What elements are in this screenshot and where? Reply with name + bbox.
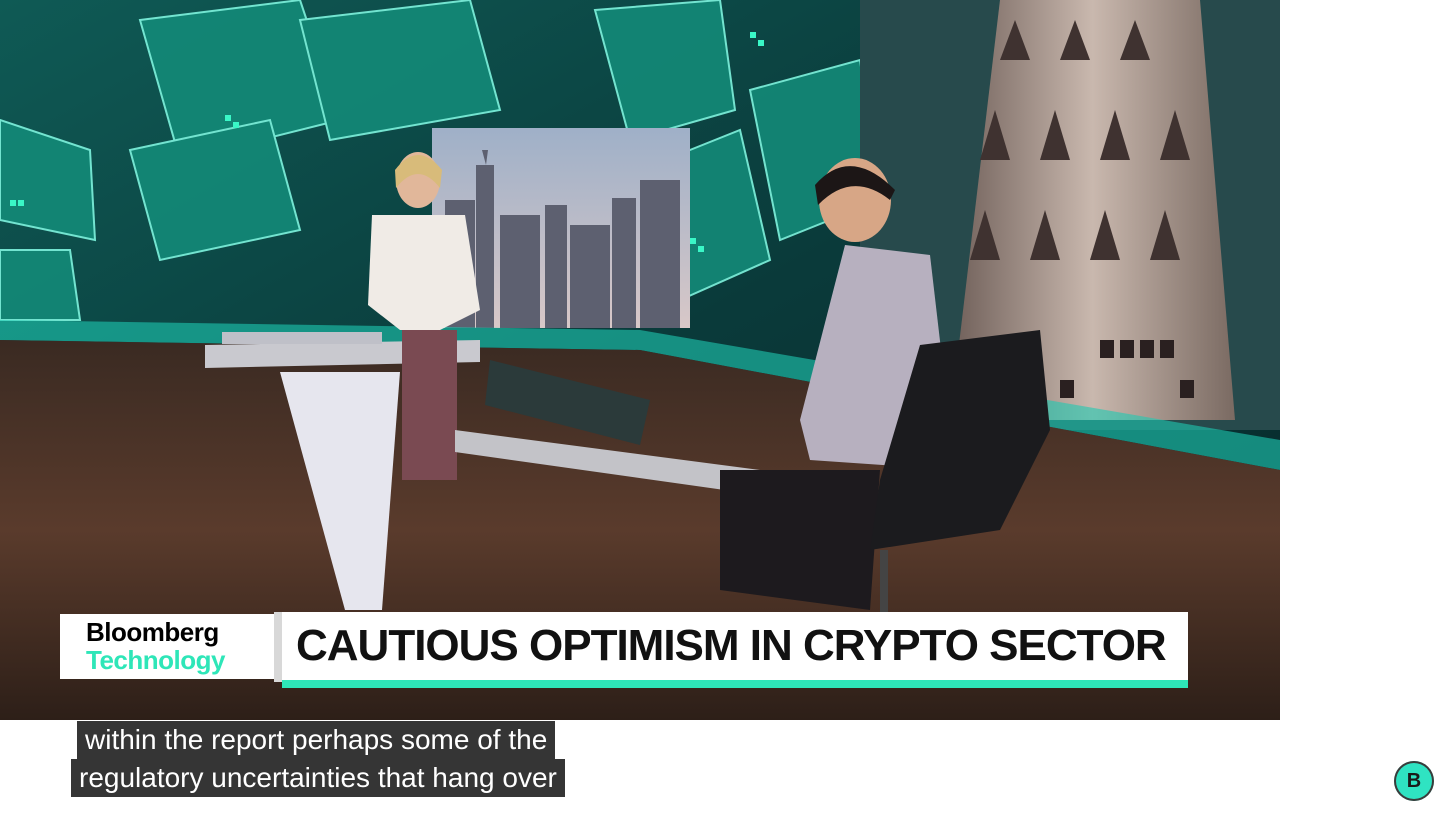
video-frame[interactable]: Bloomberg Technology CAUTIOUS OPTIMISM I… xyxy=(0,0,1280,720)
bloomberg-technology-logo: Bloomberg Technology xyxy=(60,614,274,679)
lower-third: Bloomberg Technology CAUTIOUS OPTIMISM I… xyxy=(60,612,1188,690)
logo-brand-line1: Bloomberg xyxy=(86,617,219,647)
caption-line: regulatory uncertainties that hang over xyxy=(71,759,565,797)
logo-brand-line2: Technology xyxy=(86,645,225,675)
headline-accent-bar xyxy=(282,680,1188,688)
channel-badge-letter: B xyxy=(1406,769,1422,792)
headline-text: CAUTIOUS OPTIMISM IN CRYPTO SECTOR xyxy=(296,621,1167,670)
closed-captions: within the report perhaps some of the re… xyxy=(71,721,565,797)
headline-banner: CAUTIOUS OPTIMISM IN CRYPTO SECTOR xyxy=(282,612,1188,680)
channel-watermark-icon[interactable]: B xyxy=(1394,761,1434,801)
lower-third-divider xyxy=(274,612,282,682)
caption-line: within the report perhaps some of the xyxy=(77,721,556,759)
